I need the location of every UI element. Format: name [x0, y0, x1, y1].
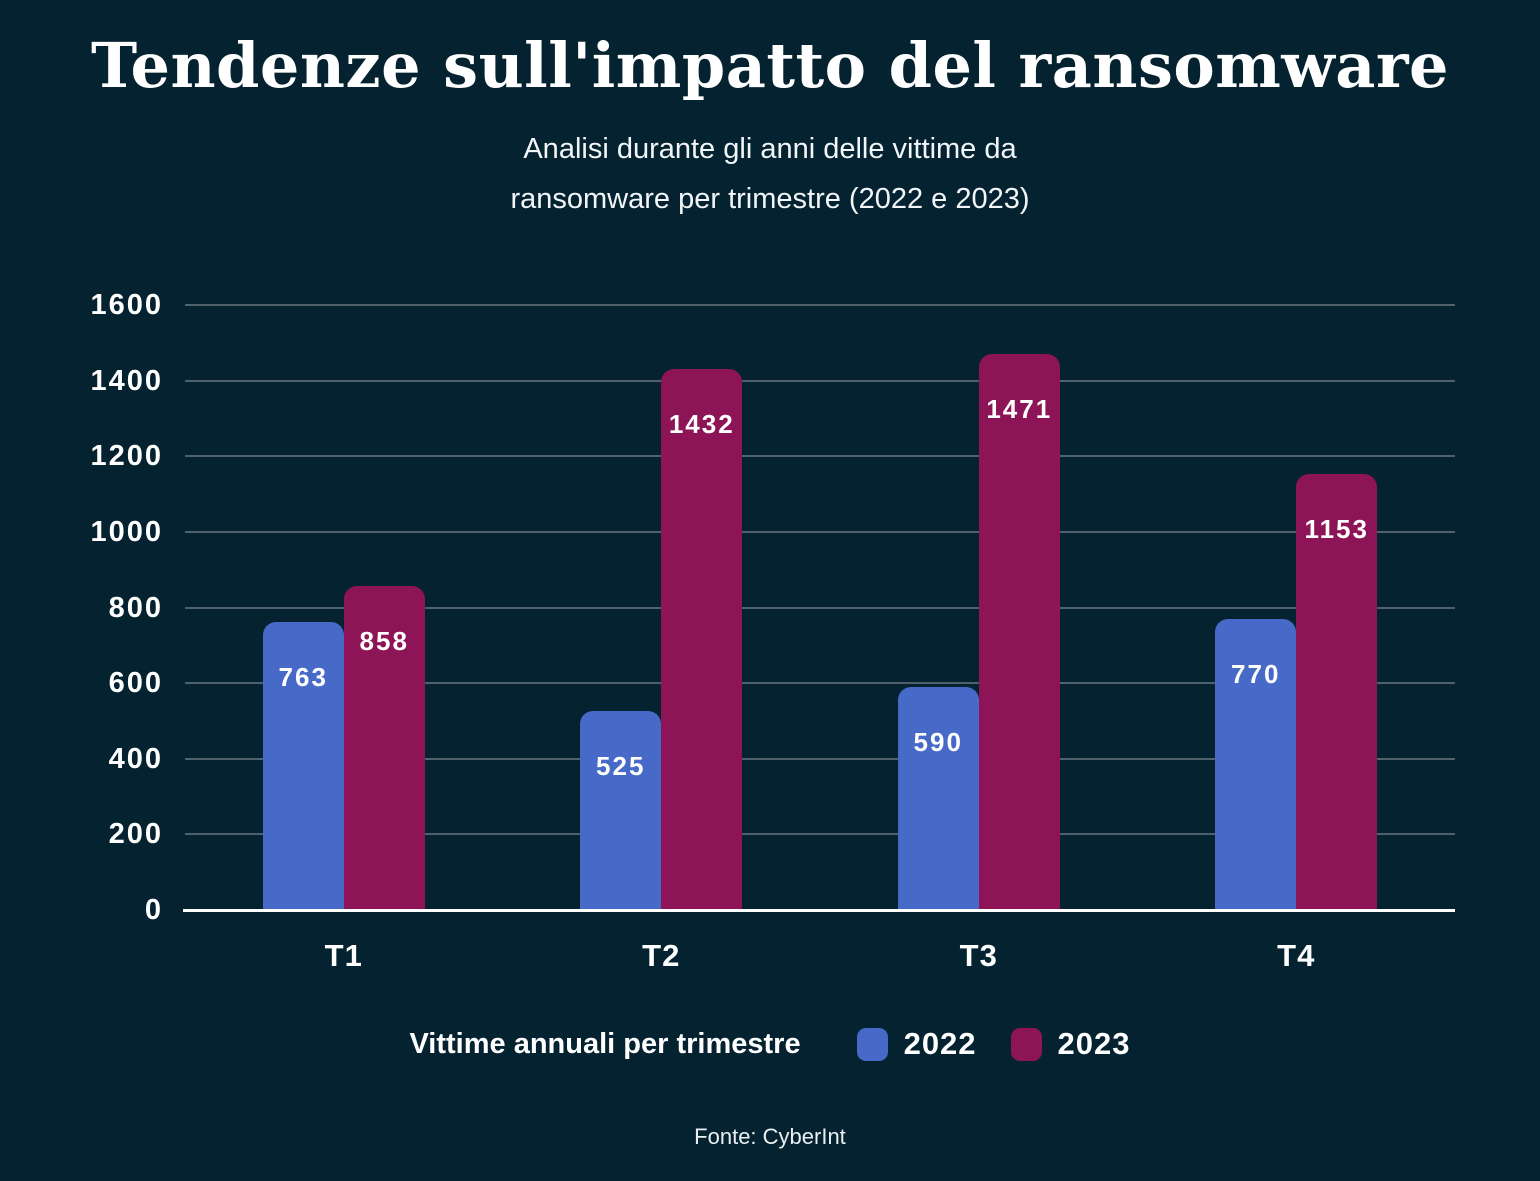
y-tick-label-200: 200 [108, 818, 163, 851]
bars-row: 763 858 525 1432 590 1471 770 1153 [185, 305, 1455, 910]
legend-title: Vittime annuali per trimestre [409, 1027, 801, 1060]
bar-2023-T3: 1471 [978, 353, 1060, 910]
y-tick-label-0: 0 [144, 894, 163, 926]
gridline-1400 [185, 379, 1455, 382]
page-subtitle: Analisi durante gli anni delle vittime d… [0, 124, 1540, 224]
gridline-1000 [185, 530, 1455, 533]
y-tick-label-1600: 1600 [90, 289, 163, 321]
gridline-800 [185, 606, 1455, 609]
bar-2023-T1: 858 [343, 585, 425, 910]
y-tick-label-800: 800 [108, 591, 163, 624]
bar-value-label-2023-T4: 1153 [1304, 514, 1369, 545]
bar-2022-T4: 770 [1215, 618, 1297, 910]
bar-value-label-2022-T2: 525 [596, 751, 646, 782]
bar-value-label-2023-T1: 858 [359, 625, 409, 656]
gridline-400 [185, 757, 1455, 760]
x-axis-labels: T1 T2 T3 T4 [185, 938, 1455, 974]
gridline-1200 [185, 455, 1455, 458]
bar-2022-T2: 525 [580, 711, 662, 910]
bar-2022-T3: 590 [897, 686, 979, 910]
x-tick-label-T2: T2 [642, 938, 681, 973]
bar-group-T4: 770 1153 [1138, 305, 1456, 910]
bar-2023-T4: 1153 [1296, 474, 1378, 910]
gridline-200 [185, 833, 1455, 836]
y-tick-label-1200: 1200 [90, 440, 163, 473]
legend-items: 2022 2023 [856, 1026, 1131, 1062]
x-axis-line [183, 908, 1455, 912]
subtitle-line-2: ransomware per trimestre (2022 e 2023) [510, 183, 1030, 216]
legend-swatch-2022 [856, 1027, 888, 1061]
legend-label-2023: 2023 [1057, 1026, 1131, 1061]
bar-value-label-2023-T3: 1471 [986, 393, 1053, 424]
gridline-600 [185, 682, 1455, 685]
bar-value-label-2022-T4: 770 [1231, 658, 1281, 689]
bar-value-label-2023-T2: 1432 [668, 408, 735, 439]
x-tick-label-T1: T1 [324, 938, 363, 973]
legend-item-2022: 2022 [856, 1026, 977, 1062]
y-tick-label-400: 400 [108, 742, 163, 775]
bar-group-T2: 525 1432 [503, 305, 821, 910]
y-tick-label-1000: 1000 [90, 515, 163, 548]
legend: Vittime annuali per trimestre 2022 2023 [0, 1026, 1540, 1062]
x-tick-label-T3: T3 [959, 938, 998, 973]
legend-swatch-2023 [1010, 1027, 1042, 1061]
x-tick-label-T4: T4 [1277, 938, 1316, 973]
gridline-1600 [185, 304, 1455, 306]
y-axis-labels: 0 200 400 600 800 1000 1200 1400 1600 [0, 290, 163, 925]
footer-source: Fonte: CyberInt [694, 1124, 846, 1149]
bar-value-label-2022-T1: 763 [278, 661, 328, 692]
subtitle-line-1: Analisi durante gli anni delle vittime d… [523, 133, 1017, 166]
bar-2022-T1: 763 [262, 621, 344, 910]
bar-group-T3: 590 1471 [820, 305, 1138, 910]
bar-value-label-2022-T3: 590 [913, 726, 963, 757]
legend-item-2023: 2023 [1010, 1026, 1131, 1062]
y-tick-label-600: 600 [108, 667, 163, 700]
bar-group-T1: 763 858 [185, 305, 503, 910]
page-title: Tendenze sull'impatto del ransomware [91, 29, 1449, 102]
legend-label-2022: 2022 [903, 1026, 977, 1061]
plot-area: 763 858 525 1432 590 1471 770 1153 [183, 304, 1455, 912]
y-tick-label-1400: 1400 [90, 364, 163, 397]
bar-2023-T2: 1432 [661, 368, 743, 910]
